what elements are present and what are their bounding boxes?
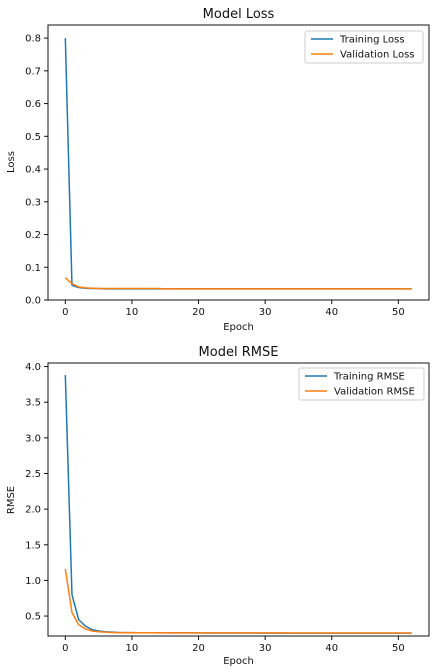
rmse-y-ticks: 0.5 1.0 1.5 2.0 2.5 3.0 3.5 4.0 <box>25 362 48 623</box>
loss-chart-title: Model Loss <box>203 7 275 22</box>
rmse-x-tick-label: 20 <box>192 643 205 654</box>
loss-x-tick-label: 40 <box>325 307 338 318</box>
loss-legend-box <box>304 30 424 64</box>
loss-y-tick-label: 0.0 <box>25 296 41 307</box>
rmse-x-tick-label: 10 <box>126 643 139 654</box>
rmse-chart: Model RMSE 0.5 1.0 1.5 2.0 2.5 3.0 3.5 4.0 0 10 2… <box>6 345 430 667</box>
rmse-y-tick-label: 3.0 <box>25 433 41 444</box>
rmse-legend-box <box>298 367 425 401</box>
loss-x-tick-label: 20 <box>192 307 205 318</box>
loss-y-tick-label: 0.5 <box>25 132 41 143</box>
loss-y-ticks: 0.0 0.1 0.2 0.3 0.4 0.5 0.6 0.7 0.8 <box>25 34 48 307</box>
rmse-x-tick-label: 50 <box>392 643 405 654</box>
rmse-y-axis-label: RMSE <box>6 486 17 514</box>
rmse-x-ticks: 0 10 20 30 40 50 <box>62 636 405 654</box>
loss-plot-area <box>64 38 412 290</box>
rmse-chart-title: Model RMSE <box>199 345 279 360</box>
rmse-x-tick-label: 0 <box>62 643 68 654</box>
loss-legend-label-training: Training Loss <box>339 35 405 46</box>
loss-x-tick-label: 0 <box>62 307 68 318</box>
loss-plot-frame <box>47 24 430 301</box>
loss-y-axis-label: Loss <box>6 151 17 173</box>
rmse-series-line-validation <box>64 568 412 634</box>
rmse-x-tick-label: 40 <box>325 643 338 654</box>
rmse-y-tick-label: 2.0 <box>25 505 41 516</box>
loss-x-tick-label: 30 <box>259 307 272 318</box>
rmse-legend-label-training: Training RMSE <box>333 372 405 383</box>
loss-x-tick-label: 50 <box>392 307 405 318</box>
loss-chart: Model Loss 0.0 0.1 0.2 0.3 0.4 0.5 0.6 0.7 0.8 0… <box>6 7 430 333</box>
rmse-x-tick-label: 30 <box>259 643 272 654</box>
loss-y-tick-label: 0.1 <box>25 263 41 274</box>
loss-x-tick-label: 10 <box>126 307 139 318</box>
loss-y-tick-label: 0.6 <box>25 99 41 110</box>
rmse-y-tick-label: 1.5 <box>25 540 41 551</box>
rmse-y-tick-label: 4.0 <box>25 362 41 373</box>
loss-x-ticks: 0 10 20 30 40 50 <box>62 300 405 318</box>
loss-series-line-validation <box>64 277 412 290</box>
rmse-y-tick-label: 2.5 <box>25 469 41 480</box>
loss-y-tick-label: 0.8 <box>25 34 41 45</box>
rmse-legend-label-validation: Validation RMSE <box>334 387 415 398</box>
loss-legend: Training Loss Validation Loss <box>304 30 424 64</box>
loss-x-axis-label: Epoch <box>223 322 254 333</box>
rmse-plot-area <box>64 375 412 634</box>
rmse-y-tick-label: 3.5 <box>25 398 41 409</box>
rmse-x-axis-label: Epoch <box>223 656 254 667</box>
loss-y-tick-label: 0.3 <box>25 197 41 208</box>
loss-y-tick-label: 0.2 <box>25 230 41 241</box>
loss-y-tick-label: 0.4 <box>25 165 41 176</box>
loss-y-tick-label: 0.7 <box>25 66 41 77</box>
rmse-y-tick-label: 0.5 <box>25 612 41 623</box>
rmse-y-tick-label: 1.0 <box>25 576 41 587</box>
loss-legend-label-validation: Validation Loss <box>340 50 415 61</box>
rmse-legend: Training RMSE Validation RMSE <box>298 367 425 401</box>
rmse-plot-frame <box>47 362 430 637</box>
